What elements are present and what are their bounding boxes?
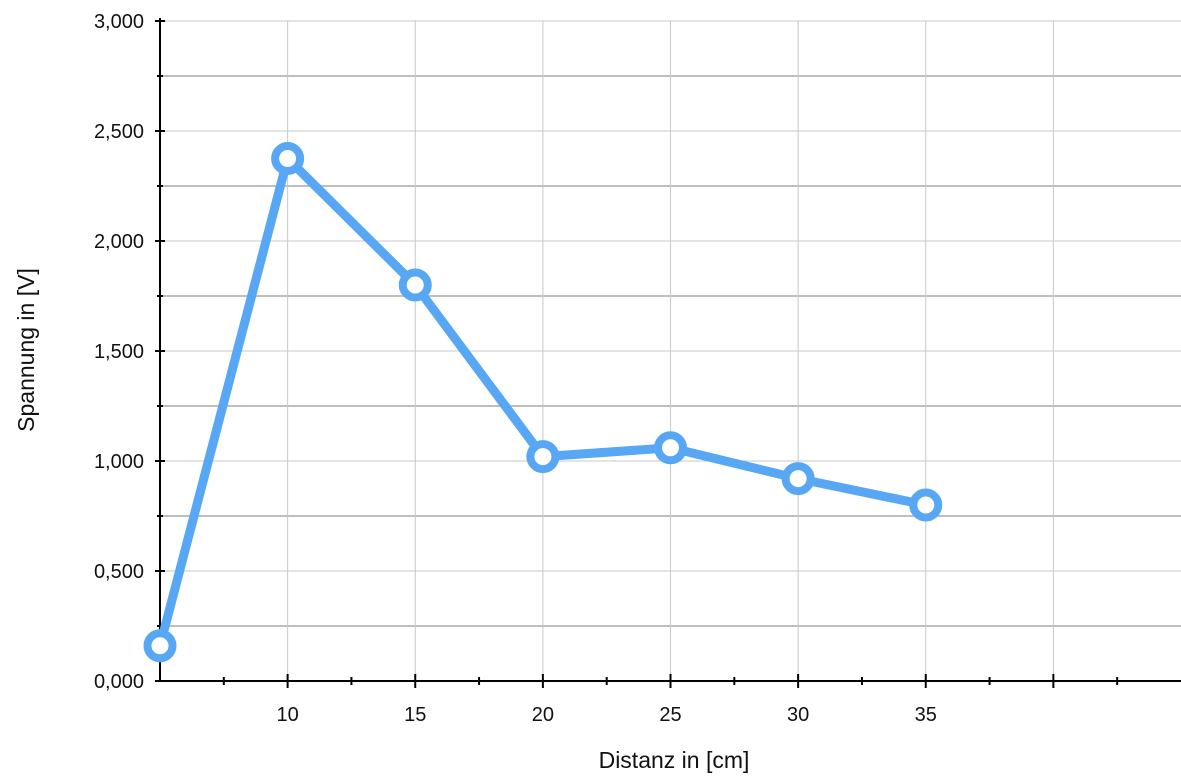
y-tick-label: 1,500	[94, 341, 144, 363]
x-tick-label: 30	[787, 704, 809, 726]
data-point	[654, 431, 687, 465]
grid-lines	[160, 20, 1181, 681]
y-tick-label: 3,000	[94, 11, 144, 33]
x-axis-title: Distanz in [cm]	[599, 747, 750, 773]
data-series	[143, 142, 943, 663]
data-point	[143, 629, 177, 663]
axis-ticks: 0,000 0,500 1,000 1,500 2,000 2,500 3,000 10 15 2…	[94, 11, 1119, 726]
data-point	[909, 488, 943, 522]
y-tick-label: 2,500	[94, 121, 144, 143]
x-tick-label: 20	[532, 704, 554, 726]
x-tick-label: 15	[404, 704, 426, 726]
y-tick-label: 1,000	[94, 451, 144, 473]
y-tick-label: 0,000	[94, 671, 144, 693]
data-point	[781, 462, 815, 496]
y-axis-title: Spannung in [V]	[13, 268, 39, 432]
data-point	[271, 142, 305, 175]
y-tick-label: 2,000	[94, 231, 144, 253]
x-tick-label: 10	[277, 704, 299, 726]
y-tick-label: 0,500	[94, 561, 144, 583]
x-tick-label: 25	[659, 704, 681, 726]
x-tick-label: 35	[915, 704, 937, 726]
data-point	[398, 268, 432, 302]
data-point	[526, 440, 560, 474]
